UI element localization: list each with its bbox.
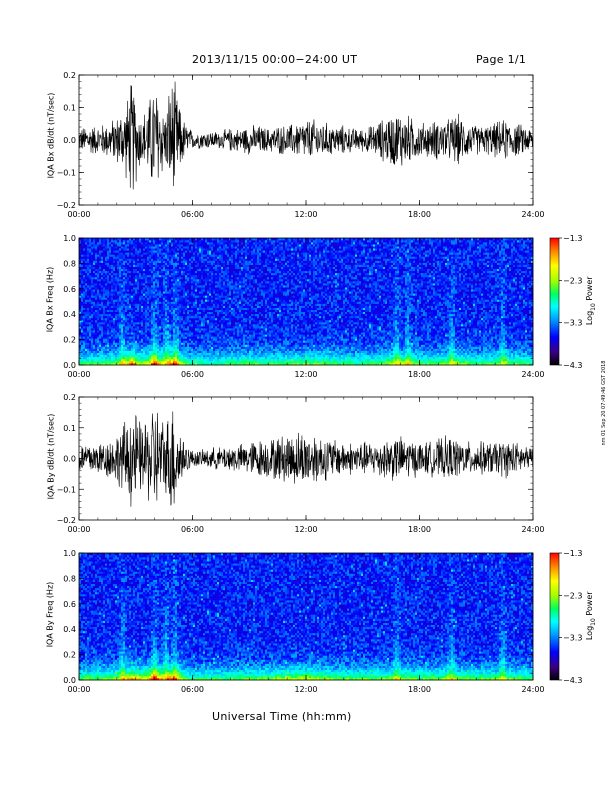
panel3-trace <box>79 411 533 507</box>
panel3-xtick-label: 00:00 <box>67 525 90 534</box>
panel2-ytick-label: 0.6 <box>63 285 76 294</box>
panel2-xtick-label: 00:00 <box>67 370 90 379</box>
panel4-spectrogram <box>79 553 534 681</box>
panel2-ytick-label: 0.0 <box>63 361 76 370</box>
panel2-xtick-label: 18:00 <box>408 370 431 379</box>
colorbar4-tick-label: −3.3 <box>563 634 582 643</box>
panel1-ytick-label: −0.1 <box>57 169 76 178</box>
colorbar2-tick-label: −4.3 <box>563 361 582 370</box>
panel3-ytick-label: −0.1 <box>57 485 76 494</box>
panel2-ytick-label: 0.4 <box>63 310 76 319</box>
panel4-ytick-label: 0.0 <box>63 676 76 685</box>
panel4-ytick-label: 0.8 <box>63 574 76 583</box>
panel2-spectrogram <box>79 238 534 366</box>
panel4-ytick-label: 0.2 <box>63 651 76 660</box>
panel1-xtick-label: 06:00 <box>181 210 204 219</box>
panel4-ytick-label: 0.6 <box>63 600 76 609</box>
panel4-colorbar <box>549 552 560 681</box>
plot-title: 2013/11/15 00:00−24:00 UT <box>192 53 357 66</box>
colorbar4-tick-label: −1.3 <box>563 549 582 558</box>
colorbar4-tick-label: −4.3 <box>563 676 582 685</box>
colorbar2-tick-label: −1.3 <box>563 234 582 243</box>
panel4-xtick-label: 12:00 <box>294 685 317 694</box>
panel1-ytick-label: 0.0 <box>63 136 76 145</box>
panel4-xtick-label: 00:00 <box>67 685 90 694</box>
panel3-ytick-label: 0.2 <box>63 393 76 402</box>
panel1-xtick-label: 24:00 <box>521 210 544 219</box>
panel2-ytick-label: 0.2 <box>63 336 76 345</box>
panel1-trace <box>79 81 533 190</box>
colorbar2-tick-label: −2.3 <box>563 276 582 285</box>
panel2-ytick-label: 0.8 <box>63 259 76 268</box>
panel3-ytick-label: 0.1 <box>63 424 76 433</box>
panel1-xtick-label: 00:00 <box>67 210 90 219</box>
page-label: Page 1/1 <box>476 53 526 66</box>
panel2-xtick-label: 24:00 <box>521 370 544 379</box>
panel3-ytick-label: 0.0 <box>63 455 76 464</box>
panel1-ytick-label: 0.1 <box>63 104 76 113</box>
panel2-xtick-label: 06:00 <box>181 370 204 379</box>
panel3-xtick-label: 12:00 <box>294 525 317 534</box>
panel2-xtick-label: 12:00 <box>294 370 317 379</box>
panel1-ytick-label: 0.2 <box>63 71 76 80</box>
colorbar2-tick-label: −3.3 <box>563 319 582 328</box>
panel4-ytick-label: 0.4 <box>63 625 76 634</box>
panel3-ytick-label: −0.2 <box>57 516 76 525</box>
panel3-xtick-label: 18:00 <box>408 525 431 534</box>
panel1-xtick-label: 18:00 <box>408 210 431 219</box>
panel3-xtick-label: 06:00 <box>181 525 204 534</box>
panel4-xtick-label: 18:00 <box>408 685 431 694</box>
panel2-ytick-label: 1.0 <box>63 234 76 243</box>
panel4-xtick-label: 24:00 <box>521 685 544 694</box>
colorbar4-tick-label: −2.3 <box>563 591 582 600</box>
panel2-colorbar <box>549 237 560 366</box>
panel4-xtick-label: 06:00 <box>181 685 204 694</box>
panel1-ytick-label: −0.2 <box>57 201 76 210</box>
panel1-xtick-label: 12:00 <box>294 210 317 219</box>
panel4-ytick-label: 1.0 <box>63 549 76 558</box>
panel3-xtick-label: 24:00 <box>521 525 544 534</box>
x-axis-title: Universal Time (hh:mm) <box>212 710 352 723</box>
